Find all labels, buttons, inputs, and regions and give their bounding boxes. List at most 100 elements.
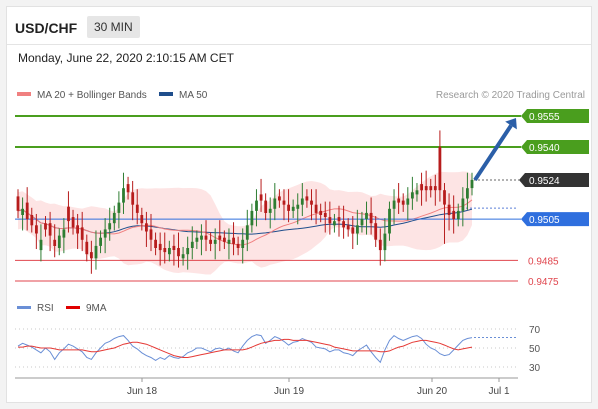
candle-body-91 xyxy=(433,186,437,191)
rsi-tick-70: 70 xyxy=(529,325,541,336)
candle-body-82 xyxy=(392,200,396,209)
candle-body-97 xyxy=(461,198,465,211)
candle-body-34 xyxy=(172,245,176,250)
legend-swatch-ma20 xyxy=(17,92,31,96)
candle-body-18 xyxy=(99,237,102,246)
candle-body-83 xyxy=(397,198,401,203)
candle-body-33 xyxy=(168,248,171,255)
candle-body-80 xyxy=(383,233,387,251)
candle-body-26 xyxy=(135,204,139,213)
legend-swatch-ma50 xyxy=(159,92,173,96)
candle-body-64 xyxy=(310,200,313,205)
candle-body-29 xyxy=(149,229,153,240)
candle-body-13 xyxy=(76,225,79,234)
x-axis: Jun 18 Jun 19 Jun 20 Jul 1 xyxy=(15,377,518,397)
candle-body-51 xyxy=(250,210,254,226)
level-tag-1 xyxy=(521,139,589,154)
candle-body-92 xyxy=(438,146,442,191)
candle-body-70 xyxy=(337,217,341,222)
candle-body-4 xyxy=(35,225,38,234)
candle-body-94 xyxy=(447,204,451,215)
candle-body-35 xyxy=(177,248,180,257)
candle-body-39 xyxy=(195,237,199,242)
candle-body-47 xyxy=(232,237,235,244)
candle-body-8 xyxy=(53,239,57,246)
candle-body-52 xyxy=(255,200,258,211)
candle-body-71 xyxy=(342,221,345,228)
price-pane: 0.9555 0.9540 0.9524 0.9505 0.9485 0.9475 xyxy=(15,109,589,288)
chart-card: USD/CHF 30 MIN Monday, June 22, 2020 2:1… xyxy=(6,6,592,403)
forecast-arrow-head xyxy=(505,118,517,130)
level-label-2: 0.9524 xyxy=(529,176,560,187)
candle-body-63 xyxy=(305,196,309,201)
candle-body-88 xyxy=(420,184,423,191)
candle-body-87 xyxy=(415,190,419,195)
candle-body-19 xyxy=(103,229,107,238)
candle-body-10 xyxy=(62,229,66,238)
candle-body-56 xyxy=(273,198,277,209)
candle-body-31 xyxy=(158,243,162,251)
candle-body-84 xyxy=(401,200,405,205)
legend: MA 20 + Bollinger Bands MA 50 Research ©… xyxy=(17,90,585,101)
candle-body-61 xyxy=(296,204,300,209)
candle-body-25 xyxy=(131,192,135,205)
candle-body-30 xyxy=(154,239,157,248)
candle-body-7 xyxy=(48,223,52,236)
candle-body-74 xyxy=(356,225,359,234)
credit-text: Research © 2020 Trading Central xyxy=(436,90,585,101)
legend-label-ma20: MA 20 + Bollinger Bands xyxy=(37,90,147,101)
x-tick-label-3: Jul 1 xyxy=(488,386,510,397)
legend-label-ma50: MA 50 xyxy=(179,90,208,101)
candle-body-72 xyxy=(346,225,350,230)
candle-body-62 xyxy=(300,198,304,205)
candle-body-9 xyxy=(57,235,61,248)
candle-body-38 xyxy=(190,241,194,248)
candle-body-79 xyxy=(378,239,382,251)
ma20-line xyxy=(17,199,473,246)
candle-body-93 xyxy=(443,190,446,205)
rsi-tick-30: 30 xyxy=(529,363,541,374)
candle-body-45 xyxy=(223,237,226,242)
candle-body-40 xyxy=(200,235,203,240)
level-tag-0 xyxy=(521,109,589,123)
candle-body-27 xyxy=(140,215,144,224)
candle-body-99 xyxy=(470,179,474,189)
candle-body-59 xyxy=(287,204,290,211)
candle-body-0 xyxy=(16,196,20,211)
candle-body-3 xyxy=(30,215,34,226)
candle-body-76 xyxy=(365,212,368,220)
candle-body-89 xyxy=(424,186,428,191)
forecast-arrow-shaft xyxy=(473,124,513,182)
candle-body-54 xyxy=(264,200,268,213)
legend-label-rsi: RSI xyxy=(37,303,54,314)
rsi-pane: 70 50 30 xyxy=(15,325,541,374)
candle-body-17 xyxy=(94,245,98,259)
candle-body-49 xyxy=(241,239,245,248)
candle-body-16 xyxy=(90,252,93,259)
candle-body-73 xyxy=(351,227,355,234)
rsi-legend: RSI 9MA xyxy=(17,303,107,314)
level-label-0: 0.9555 xyxy=(529,112,560,123)
candle-body-66 xyxy=(319,210,323,215)
level-label-5: 0.9475 xyxy=(528,277,559,288)
candle-body-90 xyxy=(429,186,433,191)
candle-body-77 xyxy=(369,212,373,224)
candle-body-43 xyxy=(213,239,217,244)
level-label-1: 0.9540 xyxy=(529,143,560,154)
symbol-label: USD/CHF xyxy=(15,20,78,36)
candle-body-6 xyxy=(44,223,47,230)
candle-body-1 xyxy=(21,208,24,215)
candle-body-53 xyxy=(259,194,263,201)
legend-swatch-9ma xyxy=(66,306,80,309)
timeframe-tab[interactable]: 30 MIN xyxy=(87,16,140,38)
chart-header: USD/CHF 30 MIN xyxy=(7,7,591,45)
candle-body-48 xyxy=(236,243,240,248)
candle-body-22 xyxy=(117,202,121,213)
candle-body-37 xyxy=(186,248,190,255)
candle-body-46 xyxy=(227,239,231,244)
candle-body-55 xyxy=(268,208,272,213)
candle-body-21 xyxy=(112,212,116,224)
timestamp: Monday, June 22, 2020 2:10:15 AM CET xyxy=(18,51,234,65)
rsi-line xyxy=(17,334,473,364)
